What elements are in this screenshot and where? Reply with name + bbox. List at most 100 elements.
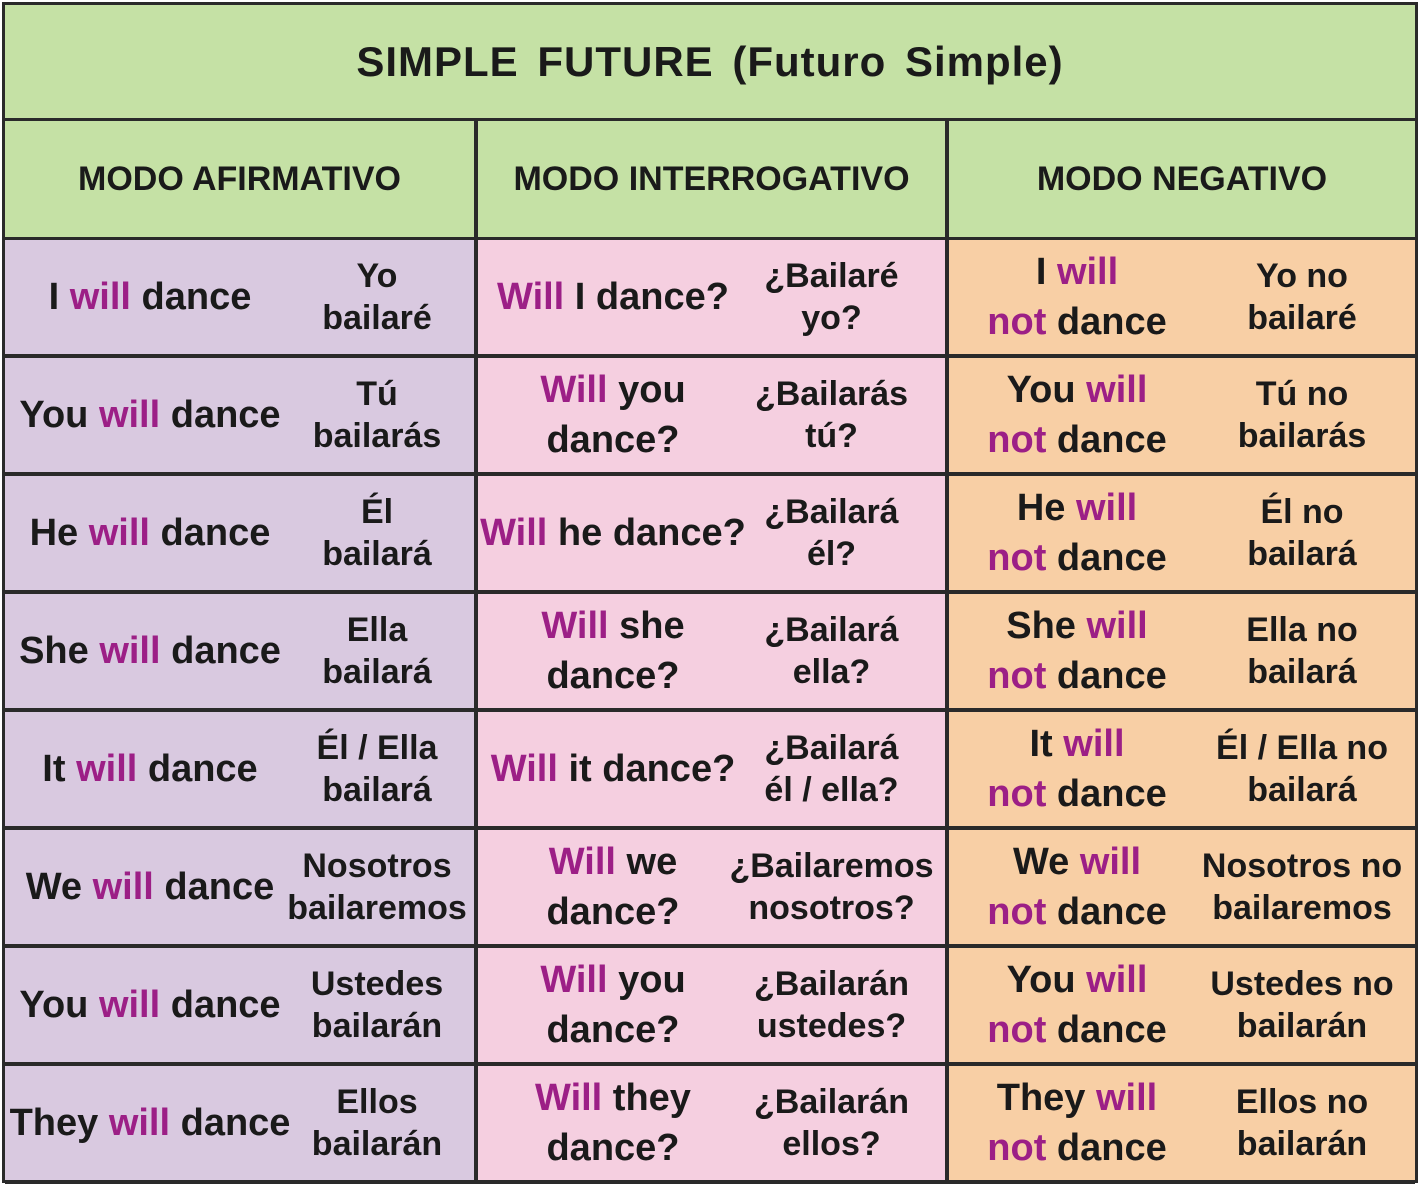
english-phrase: She will not dance — [949, 594, 1205, 708]
spanish-translation: Ellos bailarán — [280, 1066, 474, 1180]
keyword-will: will — [1086, 959, 1148, 1001]
spanish-phrase: Ustedes no bailarán — [1210, 965, 1394, 1045]
spanish-phrase: Yo no bailaré — [1247, 257, 1357, 337]
cell-int: Will they dance? ¿Bailarán ellos? — [478, 1066, 945, 1180]
subject-verb: he dance? — [547, 512, 746, 554]
english-phrase: You will not dance — [949, 358, 1205, 472]
english-phrase: It will dance — [5, 712, 295, 826]
cell-aff: They will dance Ellos bailarán — [5, 1066, 474, 1180]
cell-aff: You will dance Ustedes bailarán — [5, 948, 474, 1062]
keyword-not: not — [987, 419, 1047, 461]
english-phrase: Will we dance? — [478, 830, 748, 944]
spanish-translation: Yo bailaré — [280, 240, 474, 354]
spanish-text: Yo no bailaré — [1227, 255, 1377, 339]
spanish-phrase: ¿Bailarán ustedes? — [754, 965, 909, 1045]
cell-int: Will you dance? ¿Bailarás tú? — [478, 358, 945, 472]
keyword-will: will — [98, 394, 161, 436]
keyword-will: Will — [535, 1077, 603, 1119]
english-text: You will not dance — [987, 955, 1166, 1055]
english-text: It will not dance — [987, 719, 1166, 819]
verb: dance — [130, 276, 252, 318]
spanish-phrase: Ella bailará — [322, 611, 432, 691]
header-affirmative: MODO AFIRMATIVO — [5, 121, 474, 240]
spanish-translation: ¿Bailará él / ella? — [718, 712, 945, 826]
english-text: Will we dance? — [478, 837, 748, 937]
english-phrase: They will dance — [5, 1066, 295, 1180]
spanish-phrase: Él / Ella no bailará — [1216, 729, 1388, 809]
spanish-text: Nosotros no bailaremos — [1189, 845, 1415, 929]
spanish-phrase: Tú bailarás — [312, 375, 442, 455]
english-phrase: Will I dance? — [478, 240, 748, 354]
subject: He — [29, 512, 89, 554]
spanish-phrase: Nosotros no bailaremos — [1201, 847, 1403, 927]
english-text: I will not dance — [987, 247, 1166, 347]
english-phrase: We will not dance — [949, 830, 1205, 944]
cell-int: Will she dance? ¿Bailará ella? — [478, 594, 945, 708]
spanish-phrase: ¿Bailarán ellos? — [754, 1083, 909, 1163]
spanish-phrase: Ella no bailará — [1246, 611, 1358, 691]
subject: She — [19, 630, 100, 672]
english-text: She will not dance — [987, 601, 1166, 701]
english-text: Will you dance? — [478, 955, 748, 1055]
spanish-phrase: Yo bailaré — [322, 257, 432, 337]
spanish-text: Ella no bailará — [1222, 609, 1382, 693]
english-phrase: Will he dance? — [478, 476, 748, 590]
spanish-text: ¿Bailarás tú? — [737, 373, 927, 457]
spanish-text: ¿Bailará ella? — [747, 609, 917, 693]
english-phrase: He will not dance — [949, 476, 1205, 590]
spanish-phrase: ¿Bailará él? — [764, 493, 899, 573]
verb: dance — [160, 394, 281, 436]
english-text: Will she dance? — [478, 601, 748, 701]
spanish-text: ¿Bailará él / ella? — [752, 727, 912, 811]
verb: dance — [149, 512, 271, 554]
keyword-will: will — [98, 984, 161, 1026]
header-interrogative-label: MODO INTERROGATIVO — [513, 159, 910, 198]
spanish-text: ¿Bailará él? — [752, 491, 912, 575]
cell-aff: She will dance Ella bailará — [5, 594, 474, 708]
english-phrase: We will dance — [5, 830, 295, 944]
header-affirmative-label: MODO AFIRMATIVO — [78, 159, 401, 198]
keyword-will: will — [76, 748, 138, 790]
keyword-not: not — [987, 1127, 1047, 1169]
table-title: SIMPLE FUTURE (Futuro Simple) — [356, 37, 1064, 85]
spanish-text: Nosotros bailaremos — [280, 845, 474, 929]
english-phrase: You will not dance — [949, 948, 1205, 1062]
spanish-text: Él / Ella no bailará — [1212, 727, 1392, 811]
cell-neg: He will not dance Él no bailará — [949, 476, 1415, 590]
spanish-text: Ellos no bailarán — [1222, 1081, 1382, 1165]
spanish-translation: Él / Ella no bailará — [1189, 712, 1415, 826]
spanish-text: Ellos bailarán — [302, 1081, 452, 1165]
verb: dance — [153, 866, 275, 908]
subject: They — [9, 1102, 109, 1144]
verb: dance — [1046, 773, 1167, 815]
subject: I — [1035, 251, 1057, 293]
english-phrase: Will she dance? — [478, 594, 748, 708]
subject-verb: we dance? — [546, 841, 680, 933]
keyword-will: Will — [480, 512, 548, 554]
cell-int: Will you dance? ¿Bailarán ustedes? — [478, 948, 945, 1062]
spanish-translation: Nosotros bailaremos — [280, 830, 474, 944]
keyword-will: will — [1096, 1077, 1158, 1119]
cell-int: Will we dance? ¿Bailaremos nosotros? — [478, 830, 945, 944]
english-text: They will not dance — [987, 1073, 1166, 1173]
keyword-not: not — [987, 1009, 1047, 1051]
subject: You — [1006, 369, 1087, 411]
cell-aff: It will dance Él / Ella bailará — [5, 712, 474, 826]
spanish-translation: Ella no bailará — [1189, 594, 1415, 708]
cell-int: Will he dance? ¿Bailará él? — [478, 476, 945, 590]
row-divider — [5, 472, 1415, 476]
cell-aff: We will dance Nosotros bailaremos — [5, 830, 474, 944]
keyword-not: not — [987, 537, 1047, 579]
english-phrase: Will it dance? — [478, 712, 748, 826]
verb: dance — [1046, 655, 1167, 697]
keyword-will: will — [69, 276, 131, 318]
verb: dance — [1046, 419, 1167, 461]
spanish-phrase: Ellos bailarán — [311, 1083, 443, 1163]
english-text: Will they dance? — [478, 1073, 748, 1173]
english-text: You will dance — [19, 980, 280, 1030]
subject: He — [1016, 487, 1076, 529]
english-text: We will not dance — [987, 837, 1166, 937]
english-text: Will I dance? — [497, 272, 729, 322]
row-divider — [5, 590, 1415, 594]
subject: You — [1006, 959, 1087, 1001]
